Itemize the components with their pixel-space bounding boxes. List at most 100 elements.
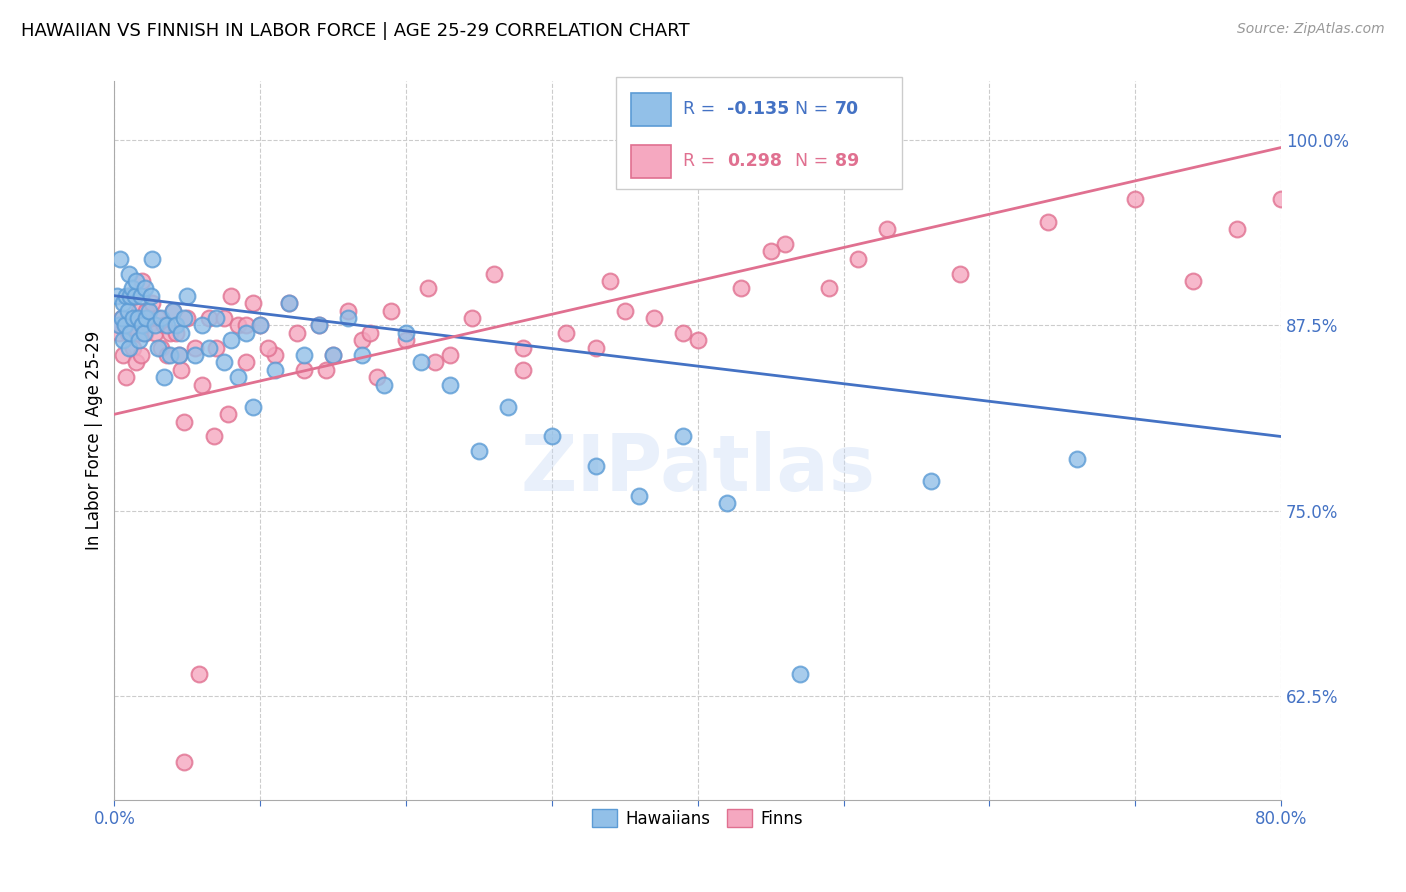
Point bbox=[150, 341, 173, 355]
Point bbox=[1226, 222, 1249, 236]
Point bbox=[112, 348, 135, 362]
Point bbox=[352, 333, 374, 347]
Point bbox=[146, 310, 169, 325]
Point bbox=[468, 444, 491, 458]
Point bbox=[205, 341, 228, 355]
Point bbox=[242, 296, 264, 310]
Point bbox=[112, 296, 135, 310]
Point bbox=[131, 318, 153, 333]
Legend: Hawaiians, Finns: Hawaiians, Finns bbox=[585, 803, 810, 834]
Point bbox=[153, 370, 176, 384]
Point bbox=[336, 310, 359, 325]
Point bbox=[308, 318, 330, 333]
Point bbox=[129, 289, 152, 303]
Point bbox=[165, 326, 187, 340]
Point bbox=[249, 318, 271, 333]
Point bbox=[105, 289, 128, 303]
Y-axis label: In Labor Force | Age 25-29: In Labor Force | Age 25-29 bbox=[86, 331, 103, 549]
Text: 89: 89 bbox=[835, 153, 859, 170]
Point bbox=[159, 326, 181, 340]
Text: HAWAIIAN VS FINNISH IN LABOR FORCE | AGE 25-29 CORRELATION CHART: HAWAIIAN VS FINNISH IN LABOR FORCE | AGE… bbox=[21, 22, 690, 40]
Point bbox=[162, 303, 184, 318]
Point bbox=[170, 363, 193, 377]
Point bbox=[212, 355, 235, 369]
Point bbox=[716, 496, 738, 510]
Point bbox=[366, 370, 388, 384]
Point bbox=[118, 267, 141, 281]
Point bbox=[127, 310, 149, 325]
Point bbox=[818, 281, 841, 295]
Point bbox=[1123, 193, 1146, 207]
Point bbox=[876, 222, 898, 236]
Text: -0.135: -0.135 bbox=[727, 100, 789, 119]
Point bbox=[191, 318, 214, 333]
Point bbox=[380, 303, 402, 318]
Point bbox=[416, 281, 439, 295]
Point bbox=[599, 274, 621, 288]
Point bbox=[111, 310, 134, 325]
Point bbox=[555, 326, 578, 340]
Point bbox=[128, 333, 150, 347]
Point bbox=[125, 274, 148, 288]
Point bbox=[395, 333, 418, 347]
Point bbox=[153, 318, 176, 333]
Point bbox=[773, 236, 796, 251]
Point bbox=[183, 348, 205, 362]
Point bbox=[249, 318, 271, 333]
Point bbox=[460, 310, 482, 325]
Point bbox=[107, 326, 129, 340]
Text: Source: ZipAtlas.com: Source: ZipAtlas.com bbox=[1237, 22, 1385, 37]
Point bbox=[585, 459, 607, 474]
Point bbox=[730, 281, 752, 295]
Point bbox=[789, 666, 811, 681]
Text: N =: N = bbox=[794, 153, 834, 170]
Point bbox=[439, 377, 461, 392]
Point bbox=[132, 310, 155, 325]
Point bbox=[308, 318, 330, 333]
Point bbox=[643, 310, 665, 325]
Point bbox=[129, 348, 152, 362]
Point bbox=[188, 666, 211, 681]
Point bbox=[128, 303, 150, 318]
Point bbox=[278, 296, 301, 310]
Point bbox=[183, 341, 205, 355]
FancyBboxPatch shape bbox=[616, 78, 901, 189]
Point bbox=[143, 326, 166, 340]
Point bbox=[135, 310, 157, 325]
Point bbox=[156, 348, 179, 362]
Point bbox=[122, 310, 145, 325]
Point bbox=[135, 303, 157, 318]
Point bbox=[278, 296, 301, 310]
Point bbox=[173, 310, 195, 325]
Point bbox=[141, 296, 163, 310]
Point bbox=[120, 318, 142, 333]
Point bbox=[110, 252, 132, 266]
Point bbox=[212, 310, 235, 325]
Point bbox=[120, 326, 142, 340]
Point bbox=[115, 370, 138, 384]
Point bbox=[482, 267, 505, 281]
Point bbox=[117, 326, 139, 340]
Point bbox=[150, 310, 173, 325]
Point bbox=[217, 407, 239, 421]
Point bbox=[127, 326, 149, 340]
Point bbox=[138, 303, 160, 318]
Point bbox=[585, 341, 607, 355]
Point bbox=[115, 289, 138, 303]
Point bbox=[352, 348, 374, 362]
Point bbox=[263, 348, 285, 362]
Point bbox=[315, 363, 337, 377]
Point bbox=[143, 318, 166, 333]
Point bbox=[395, 326, 418, 340]
Point bbox=[118, 289, 141, 303]
Point bbox=[131, 274, 153, 288]
Point bbox=[146, 341, 169, 355]
Point bbox=[512, 363, 534, 377]
Point bbox=[512, 341, 534, 355]
Point bbox=[359, 326, 381, 340]
Point bbox=[202, 429, 225, 443]
FancyBboxPatch shape bbox=[631, 145, 671, 178]
Point bbox=[541, 429, 564, 443]
Point bbox=[235, 326, 257, 340]
Point bbox=[124, 289, 146, 303]
